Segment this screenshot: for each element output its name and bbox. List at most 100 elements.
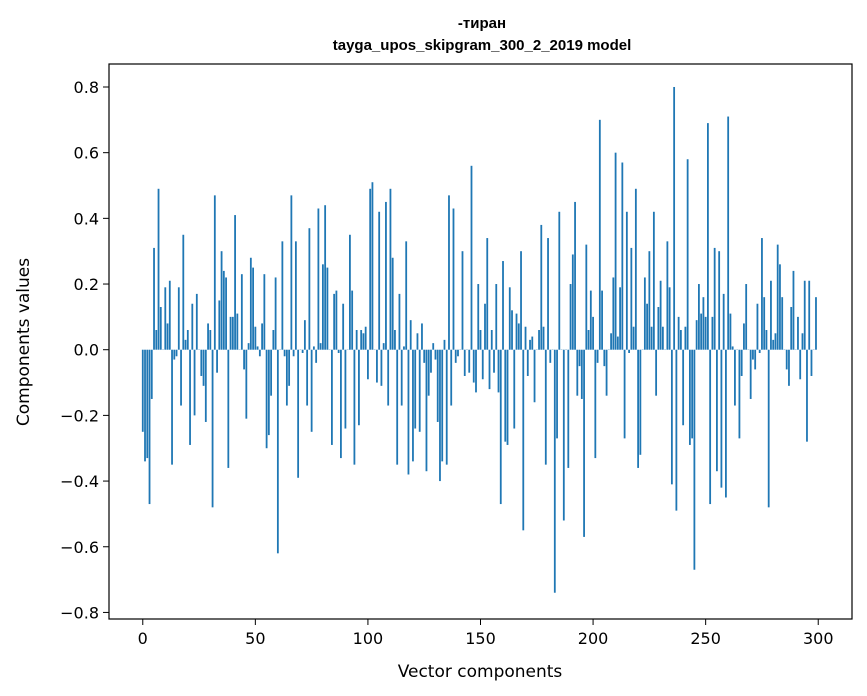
bar [391,257,394,350]
bar [774,333,777,350]
bar [718,251,721,350]
bar [508,287,511,350]
y-tick-label: 0.6 [74,144,99,163]
bar [270,349,273,396]
bar [484,303,486,350]
bar [407,349,410,475]
bar [533,349,536,403]
bar [227,349,230,468]
bar [526,349,529,376]
bar [806,349,808,442]
bar [166,323,169,350]
bar [441,349,444,462]
bar [668,287,671,350]
y-tick-label: −0.6 [60,538,99,557]
bar [245,349,248,419]
bar [448,195,450,350]
bar [216,349,218,373]
y-tick-label: −0.8 [60,603,99,622]
y-tick-label: −0.4 [60,472,99,491]
bar [749,349,752,399]
bar [511,310,513,350]
bar [146,349,149,459]
x-tick-label: 50 [245,629,265,648]
bar [344,349,347,429]
bar [785,349,788,370]
bar [195,293,198,350]
bar [763,297,766,350]
bar [601,290,603,350]
bar [171,349,173,465]
bar [556,349,558,439]
bar [486,238,489,350]
bar [553,349,556,593]
bar [738,349,741,439]
bar [725,349,727,498]
x-axis-ticks: 0 50 100 150 200 250 300 [138,619,834,648]
bar [168,280,171,350]
bar [405,241,408,350]
bar [254,326,257,350]
bar [515,313,518,350]
bar [679,330,682,350]
bar [258,349,261,357]
bar [463,349,466,376]
bar [360,330,363,350]
bar [781,297,784,350]
bar [229,316,232,350]
bar [713,247,716,350]
bar [646,303,649,350]
bar [529,339,531,350]
bar [331,349,333,445]
bar [272,330,275,350]
bar [387,349,390,406]
bar [281,241,284,350]
bar [727,116,730,350]
bar [479,330,482,350]
bar [186,330,189,350]
bar [236,313,239,350]
bar [184,339,187,350]
bar [743,323,745,350]
bar [222,270,225,350]
bar [378,211,381,350]
bar [709,349,712,505]
bar [189,349,191,445]
bar [592,316,594,350]
bar [213,195,216,350]
bar [409,320,412,350]
y-axis-label: Components values [14,258,34,426]
bar [294,241,297,350]
bar [263,274,266,350]
bar [547,238,549,350]
bar [369,188,372,350]
bar [252,267,254,350]
bar [488,349,491,390]
bar [396,349,399,465]
bar [477,284,480,350]
bar [538,330,540,350]
bar [288,349,291,386]
bar [673,86,676,350]
bar [240,274,243,350]
bar [652,211,655,350]
bar [625,211,628,350]
bar [666,241,669,350]
bar [430,349,432,373]
bar [682,349,685,426]
bar [790,307,793,350]
bar [421,323,423,350]
bar [247,343,250,350]
x-tick-label: 300 [803,629,834,648]
bar [648,251,651,350]
bar [490,330,493,350]
y-tick-label: −0.2 [60,406,99,425]
bar [175,349,178,357]
bar [351,290,354,350]
bar [355,330,358,350]
bar [389,188,392,350]
bar [461,251,464,350]
bar [499,349,502,505]
bar [148,349,151,505]
bar [808,280,811,350]
